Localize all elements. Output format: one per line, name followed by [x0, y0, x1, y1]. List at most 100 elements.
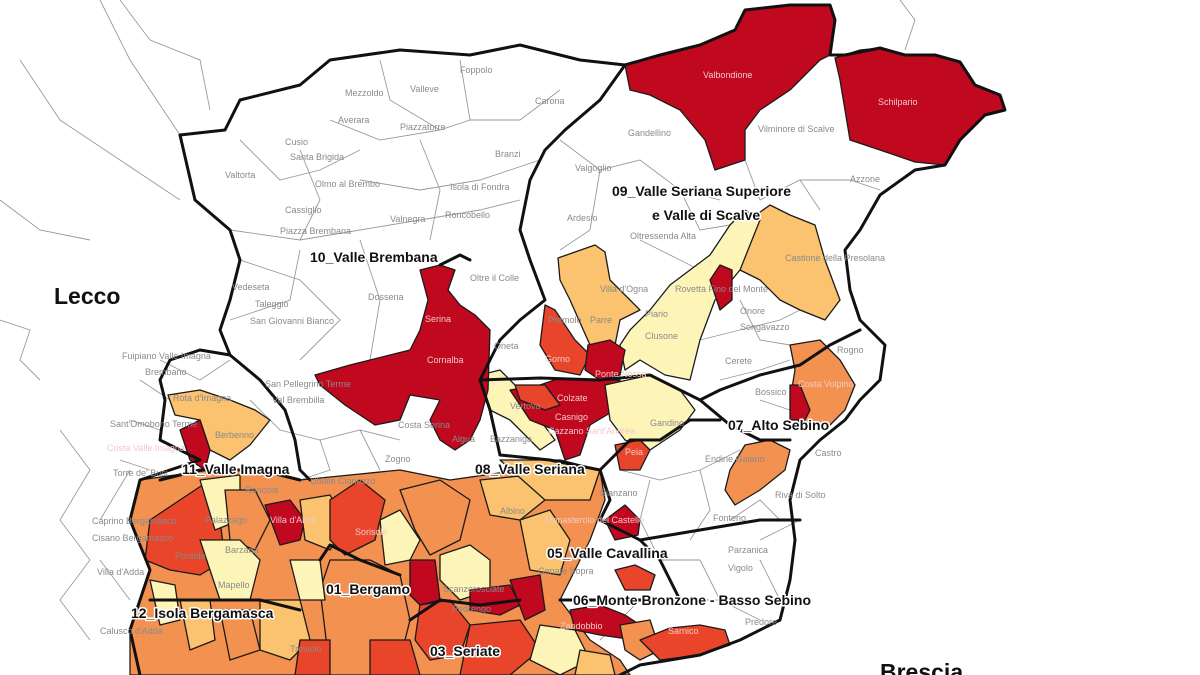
municipality-boundary [119, 0, 211, 111]
district-label-12: 12_Isola Bergamasca [131, 605, 274, 621]
municipality-area-class2 [734, 204, 841, 321]
municipality-label: Castione della Presolana [785, 253, 885, 263]
municipality-label: Valnegra [390, 214, 425, 224]
district-boundary [148, 598, 302, 612]
municipality-boundary [799, 179, 821, 211]
municipality-area-class5 [709, 264, 733, 311]
district-label-03: 03_Seriate [430, 643, 500, 659]
municipality-label: Gandino [650, 418, 684, 428]
municipality-boundary [419, 139, 441, 241]
district-label-06: 06_Monte Bronzone - Basso Sebino [573, 592, 811, 608]
municipality-label: Premolo [548, 315, 582, 325]
municipality-label: Monasterolo del Castello [545, 515, 644, 525]
municipality-label: Villa d'Ogna [600, 284, 648, 294]
district-boundary [638, 518, 802, 542]
municipality-label: Sant'Omobono Terme [110, 419, 197, 429]
municipality-label: Oneta [494, 341, 519, 351]
municipality-label: Casnigo [555, 412, 588, 422]
municipality-boundary [719, 359, 791, 381]
municipality-label: Songavazzo [740, 322, 790, 332]
municipality-boundary [129, 419, 161, 431]
municipality-label: Parzanica [728, 545, 768, 555]
municipality-boundary [19, 59, 181, 201]
municipality-label: Olmo al Brembo [315, 179, 380, 189]
municipality-boundary [99, 559, 131, 601]
municipality-area-class5 [409, 559, 441, 606]
municipality-boundary [299, 149, 321, 241]
district-boundary [478, 63, 627, 457]
municipality-label: Zandobbio [560, 621, 603, 631]
municipality-area-class5 [469, 584, 521, 616]
municipality-label: Cazzano Sant'Andrea [548, 426, 635, 436]
district-boundary [158, 468, 302, 482]
district-label-01: 01_Bergamo [326, 581, 410, 597]
municipality-label: Piario [645, 309, 668, 319]
municipality-boundary [559, 169, 601, 251]
municipality-label: Calusco d'Adda [100, 626, 163, 636]
municipality-label: Roncobello [445, 210, 490, 220]
municipality-label: Pontida [175, 551, 206, 561]
municipality-label: Roncola [245, 485, 278, 495]
municipality-boundary [239, 139, 361, 181]
municipality-label: Predore [745, 617, 777, 627]
municipality-area-class4 [614, 564, 656, 591]
municipality-area-class3 [224, 489, 271, 551]
municipality-area-class5 [509, 574, 546, 621]
municipality-label: San Pellegrino Terme [265, 379, 351, 389]
district-boundary [598, 418, 722, 472]
municipality-label: Brembano [145, 367, 187, 377]
municipality-label: Parre [590, 315, 612, 325]
district-boundary [408, 598, 522, 622]
municipality-label: Costa Serina [398, 420, 450, 430]
municipality-label: Costa Volpino [798, 379, 854, 389]
district-label-09-line2: e Valle di Scalve [652, 207, 760, 223]
municipality-label: Val Brembilla [272, 395, 324, 405]
municipality-boundary [470, 89, 561, 121]
municipality-label: Santa Brigida [290, 152, 344, 162]
municipality-label: Riva di Solto [775, 490, 826, 500]
municipality-labels: Foppolo Valleve Mezzoldo Carona Averara Piazz… [92, 65, 918, 654]
municipality-boundary [899, 0, 916, 51]
district-label-08: 08_Valle Seriana [475, 461, 585, 477]
municipality-boundary [679, 189, 731, 231]
municipality-label: Fonteno [713, 513, 746, 523]
municipality-label: Piazza Brembana [280, 226, 351, 236]
municipality-boundary [379, 59, 471, 131]
municipality-label: Castro [815, 448, 842, 458]
municipality-label: Sarnico [668, 626, 699, 636]
municipality-label: Valleve [410, 84, 439, 94]
district-labels: 10_Valle Brembana 09_Valle Seriana Super… [130, 182, 831, 661]
municipality-label: Colzate [557, 393, 588, 403]
municipality-label: Berbenno [215, 430, 254, 440]
municipality-label: San Giovanni Bianco [250, 316, 334, 326]
municipality-label: Rovetta Fino del Monte [675, 284, 768, 294]
municipality-area-class2 [167, 389, 271, 461]
municipality-area-class2 [574, 649, 616, 675]
municipality-label: Barzana [225, 545, 259, 555]
municipality-label: Costa Valle Imagna [107, 443, 185, 453]
municipality-boundary [99, 469, 131, 521]
municipality-boundary [229, 199, 521, 241]
municipality-label: Schilpario [878, 97, 918, 107]
municipality-label: Valgoglio [575, 163, 611, 173]
district-label-05: 05_Valle Cavallina [547, 545, 668, 561]
municipality-label: Gorno [545, 354, 570, 364]
municipality-label: Foppolo [460, 65, 493, 75]
municipality-boundary [359, 159, 541, 191]
municipality-boundary [759, 399, 791, 411]
municipality-label: Fuipiano Valle Imagna [122, 351, 211, 361]
municipality-label: Piazzatorre [400, 122, 446, 132]
municipality-area-class2 [557, 244, 641, 346]
municipality-area-class4 [294, 639, 331, 675]
municipality-label: Torre de' Busi [113, 468, 168, 478]
municipality-label: Azzone [850, 174, 880, 184]
municipality-label: Cerete [725, 356, 752, 366]
municipality-boundary [0, 199, 91, 241]
municipality-area-class5 [584, 339, 626, 381]
municipality-label: Bazzaniga [490, 434, 532, 444]
municipality-area-class4 [369, 639, 421, 675]
municipality-label: Onore [740, 306, 765, 316]
municipality-boundary [739, 299, 791, 346]
municipality-boundary [559, 139, 721, 201]
